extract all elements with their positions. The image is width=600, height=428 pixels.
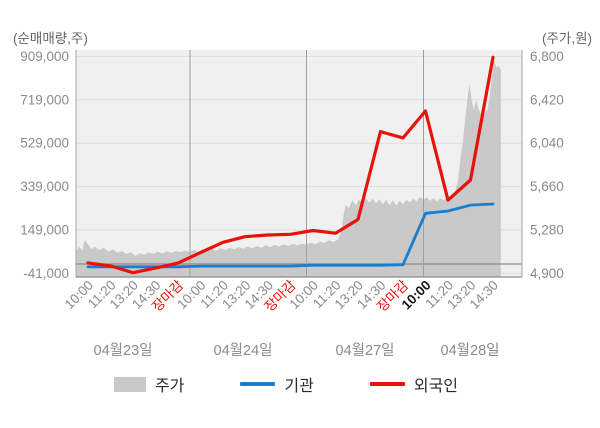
left-axis-tick-label: 529,000 xyxy=(20,136,69,151)
foreigner-line-swatch xyxy=(369,382,405,386)
left-axis-tick-label: 719,000 xyxy=(20,92,69,107)
legend-item-institution: 기관 xyxy=(240,372,314,396)
institution-line-swatch xyxy=(240,382,276,386)
legend-label-price: 주가 xyxy=(154,378,185,395)
foreigner-line-series xyxy=(86,55,495,275)
date-label: 04월23일 xyxy=(94,342,153,359)
right-axis-tick-label: 5,280 xyxy=(530,223,564,238)
left-axis-title: (순매매량,주) xyxy=(13,31,88,46)
right-axis-tick-label: 4,900 xyxy=(530,266,564,281)
price-area-series xyxy=(76,60,501,278)
date-label: 04월28일 xyxy=(441,342,500,359)
right-axis-title: (주가,원) xyxy=(541,31,592,46)
legend-label-institution: 기관 xyxy=(284,378,314,395)
legend: 주가 기관 외국인 xyxy=(0,372,586,396)
legend-item-foreigner: 외국인 xyxy=(369,372,459,396)
date-label: 04월27일 xyxy=(336,342,395,359)
left-axis-tick-label: 909,000 xyxy=(20,49,69,64)
date-label: 04월24일 xyxy=(214,342,273,359)
right-axis-tick-label: 6,800 xyxy=(530,49,564,64)
left-axis-tick-label: 339,000 xyxy=(20,179,69,194)
left-axis-tick-label: 149,000 xyxy=(20,223,69,238)
right-axis-tick-label: 5,660 xyxy=(530,179,564,194)
left-axis-tick-label: -41,000 xyxy=(23,266,69,281)
chart-canvas: 909,000 719,000 529,000 339,000 149,000 -41,0… xyxy=(20,49,564,359)
price-area-swatch xyxy=(113,376,146,392)
legend-item-price: 주가 xyxy=(113,372,185,396)
right-axis-tick-label: 6,420 xyxy=(530,92,564,107)
legend-label-foreigner: 외국인 xyxy=(413,378,459,395)
right-axis-tick-label: 6,040 xyxy=(530,136,564,151)
